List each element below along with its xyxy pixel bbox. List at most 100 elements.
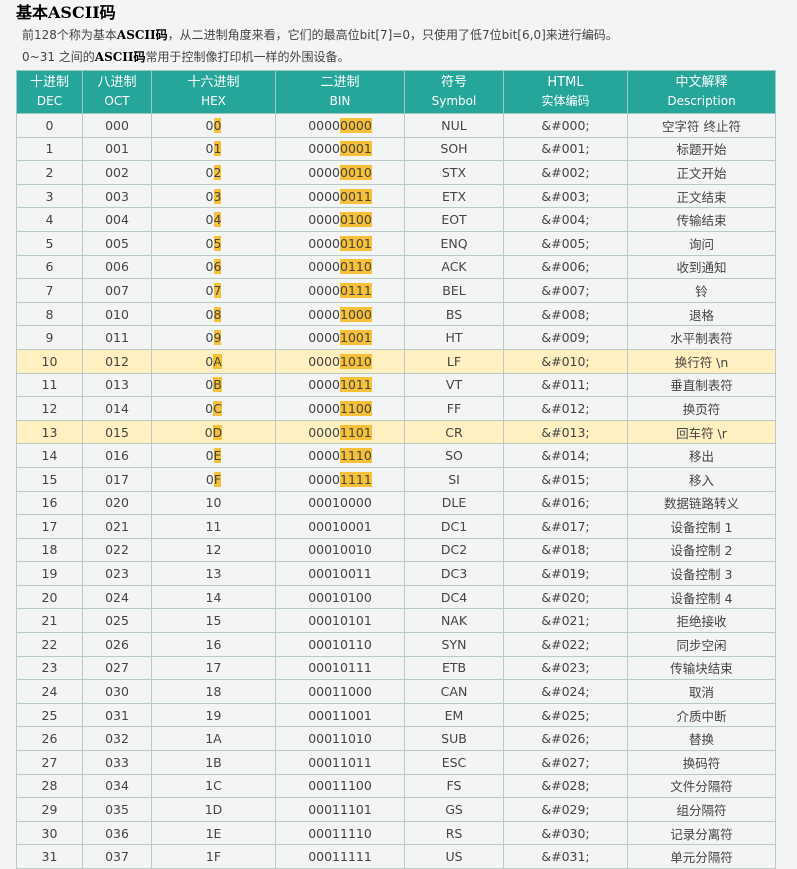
bin-low-bits: 1011 [340, 377, 372, 393]
cell-symbol: CAN [404, 679, 504, 704]
table-row: 29 035 1D 00011101 GS &#029; 组分隔符 [16, 797, 776, 822]
col-bin-en: BIN [329, 94, 351, 108]
cell-bin: 00010010 [275, 537, 405, 563]
bin-high-bits: 0000 [308, 141, 340, 157]
cell-hex: 1C [151, 773, 276, 799]
cell-dec: 17 [16, 514, 83, 539]
cell-hex: 0C [151, 396, 276, 421]
table-row: 30 036 1E 00011110 RS &#030; 记录分离符 [16, 820, 776, 846]
cell-oct: 011 [82, 325, 152, 350]
cell-description: 收到通知 [627, 254, 776, 280]
bin-low-bits: 0101 [340, 235, 372, 251]
cell-description: 垂直制表符 [627, 372, 776, 398]
hex-low-digit: 7 [213, 282, 222, 298]
cell-oct: 024 [82, 584, 152, 610]
table-row: 12 014 0C 00001100 FF &#012; 换页符 [16, 396, 776, 421]
hex-low-digit: D [212, 424, 223, 440]
table-row: 7 007 07 00000111 BEL &#007; 铃 [16, 278, 776, 303]
bin-high-bits: 0000 [308, 306, 340, 322]
cell-hex: 12 [151, 537, 276, 563]
cell-html-entity: &#026; [503, 726, 628, 752]
hex-low-digit: C [213, 400, 222, 416]
hex-prefix: 0 [205, 117, 214, 133]
cell-html-entity: &#015; [503, 466, 628, 492]
cell-description: 设备控制 4 [627, 584, 776, 610]
cell-hex: 1B [151, 750, 276, 775]
col-dec-header: 十进制 DEC [16, 70, 83, 114]
cell-oct: 034 [82, 773, 152, 799]
cell-description: 标题开始 [627, 136, 776, 162]
bin-high-bits: 0000 [308, 117, 340, 133]
cell-hex: 01 [151, 136, 276, 162]
cell-html-entity: &#018; [503, 537, 628, 563]
description-line-2: 0~31 之间的ASCII码常用于控制像打印机一样的外围设备。 [16, 46, 797, 68]
cell-symbol: SUB [404, 726, 504, 752]
cell-symbol: ACK [404, 254, 504, 280]
cell-description: 正文结束 [627, 183, 776, 209]
cell-oct: 025 [82, 608, 152, 634]
desc2-text-b: 常用于控制像打印机一样的外围设备。 [145, 50, 350, 64]
cell-symbol: DC4 [404, 584, 504, 610]
cell-oct: 006 [82, 254, 152, 280]
cell-description: 设备控制 2 [627, 537, 776, 563]
col-hex-zh: 十六进制 [187, 75, 240, 90]
bin-low-bits: 0000 [340, 117, 372, 133]
cell-bin: 00010101 [275, 608, 405, 634]
cell-description: 换行符 \n [627, 348, 776, 374]
cell-symbol: EOT [404, 207, 504, 232]
col-html-zh: HTML [547, 75, 584, 90]
ascii-table: 十进制 DEC 八进制 OCT 十六进制 HEX 二进制 BIN 符号 Symbol HT… [16, 70, 776, 869]
cell-html-entity: &#017; [503, 514, 628, 539]
cell-hex: 0B [151, 372, 276, 398]
table-row: 15 017 0F 00001111 SI &#015; 移入 [16, 466, 776, 492]
cell-oct: 027 [82, 655, 152, 681]
cell-html-entity: &#020; [503, 584, 628, 610]
table-row: 2 002 02 00000010 STX &#002; 正文开始 [16, 160, 776, 185]
bin-low-bits: 0110 [340, 259, 372, 275]
col-html-header: HTML 实体编码 [503, 70, 628, 114]
cell-bin: 00011011 [275, 750, 405, 775]
cell-description: 传输块结束 [627, 655, 776, 681]
cell-oct: 002 [82, 160, 152, 185]
table-row: 26 032 1A 00011010 SUB &#026; 替换 [16, 726, 776, 752]
hex-prefix: 0 [205, 164, 214, 180]
cell-html-entity: &#006; [503, 254, 628, 280]
cell-oct: 020 [82, 490, 152, 516]
cell-dec: 21 [16, 608, 83, 634]
cell-bin: 00000110 [275, 254, 405, 280]
cell-oct: 032 [82, 726, 152, 752]
hex-low-digit: E [213, 448, 222, 464]
hex-prefix: 0 [205, 306, 214, 322]
cell-html-entity: &#004; [503, 207, 628, 232]
table-header-row: 十进制 DEC 八进制 OCT 十六进制 HEX 二进制 BIN 符号 Symbol HT… [16, 70, 776, 114]
hex-low-digit: 3 [213, 188, 222, 204]
cell-oct: 015 [82, 419, 152, 445]
hex-low-digit: 1 [213, 141, 222, 157]
col-hex-en: HEX [201, 94, 226, 108]
hex-prefix: 0 [205, 377, 214, 393]
cell-oct: 037 [82, 844, 152, 869]
cell-oct: 000 [82, 113, 152, 138]
hex-low-digit: 8 [213, 306, 222, 322]
col-hex-header: 十六进制 HEX [151, 70, 276, 114]
cell-html-entity: &#024; [503, 679, 628, 704]
table-row: 18 022 12 00010010 DC2 &#018; 设备控制 2 [16, 537, 776, 563]
cell-bin: 00010000 [275, 490, 405, 516]
cell-bin: 00001001 [275, 325, 405, 350]
cell-bin: 00010001 [275, 514, 405, 539]
cell-html-entity: &#010; [503, 348, 628, 374]
hex-low-digit: B [213, 377, 222, 393]
cell-dec: 14 [16, 443, 83, 468]
cell-dec: 13 [16, 419, 83, 445]
bin-high-bits: 0000 [308, 471, 340, 487]
hex-low-digit: 5 [213, 235, 222, 251]
cell-html-entity: &#016; [503, 490, 628, 516]
hex-low-digit: 0 [213, 117, 222, 133]
cell-dec: 20 [16, 584, 83, 610]
cell-dec: 15 [16, 466, 83, 492]
cell-dec: 30 [16, 820, 83, 846]
table-row: 24 030 18 00011000 CAN &#024; 取消 [16, 679, 776, 704]
cell-bin: 00000000 [275, 113, 405, 138]
cell-description: 铃 [627, 278, 776, 303]
cell-html-entity: &#019; [503, 561, 628, 586]
